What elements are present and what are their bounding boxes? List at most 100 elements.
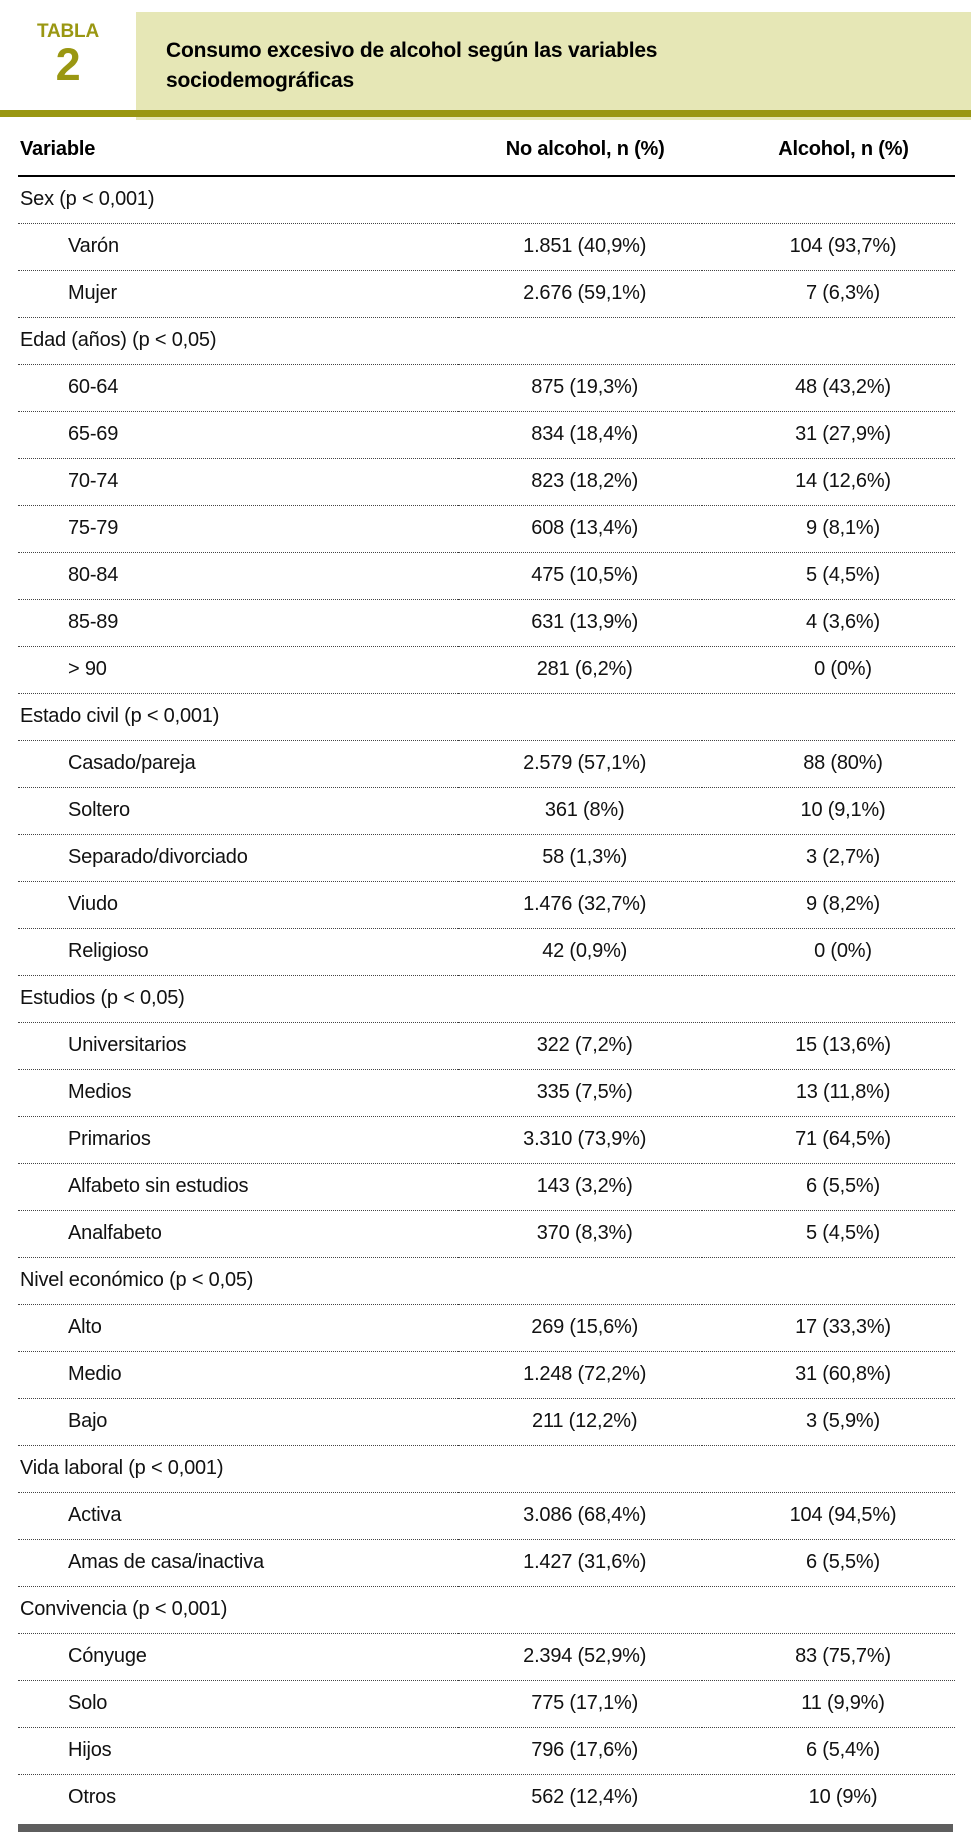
- alcohol-value: 7 (6,3%): [701, 270, 955, 318]
- row-label: Religioso: [18, 928, 459, 976]
- table-row: > 90 281 (6,2%) 0 (0%): [18, 646, 955, 694]
- accent-rule: [0, 110, 971, 117]
- row-label: Otros: [68, 1786, 116, 1809]
- section-header: Estado civil (p < 0,001): [18, 693, 955, 741]
- row-label: 60-64: [18, 364, 459, 412]
- title-band: Consumo excesivo de alcohol según las va…: [136, 12, 971, 120]
- table-row: Alto 269 (15,6%) 17 (33,3%): [18, 1304, 955, 1352]
- alcohol-value: 14 (12,6%): [701, 458, 955, 506]
- row-label: Separado/divorciado: [18, 834, 459, 882]
- row-label: Primarios: [18, 1116, 459, 1164]
- table-row: Solo 775 (17,1%) 11 (9,9%): [18, 1680, 955, 1728]
- no-alcohol-value: 58 (1,3%): [458, 834, 702, 882]
- row-label: > 90: [18, 646, 459, 694]
- no-alcohol-value: 1.851 (40,9%): [458, 223, 702, 271]
- alcohol-value: 13 (11,8%): [701, 1069, 955, 1117]
- row-label: Cónyuge: [18, 1633, 459, 1681]
- no-alcohol-value: 1.248 (72,2%): [458, 1351, 702, 1399]
- table-row: Amas de casa/inactiva 1.427 (31,6%) 6 (5…: [18, 1539, 955, 1587]
- section-header: Vida laboral (p < 0,001): [18, 1445, 955, 1493]
- no-alcohol-value: 361 (8%): [458, 787, 702, 835]
- figure-header: TABLA 2 Consumo excesivo de alcohol segú…: [0, 0, 971, 126]
- no-alcohol-value: 3.086 (68,4%): [458, 1492, 702, 1540]
- row-label: Alfabeto sin estudios: [18, 1163, 459, 1211]
- figure-title: Consumo excesivo de alcohol según las va…: [166, 38, 658, 92]
- no-alcohol-value: 143 (3,2%): [458, 1163, 702, 1211]
- table-row: 80-84 475 (10,5%) 5 (4,5%): [18, 552, 955, 600]
- table-row: Otros 562 (12,4%) 10 (9%): [18, 1774, 955, 1821]
- table-row: Hijos 796 (17,6%) 6 (5,4%): [18, 1727, 955, 1775]
- alcohol-value: 104 (93,7%): [701, 223, 955, 271]
- section-header: Nivel económico (p < 0,05): [18, 1257, 955, 1305]
- no-alcohol-value: 2.394 (52,9%): [458, 1633, 702, 1681]
- col-header-alcohol: Alcohol, n (%): [701, 126, 955, 177]
- no-alcohol-value: 608 (13,4%): [458, 505, 702, 553]
- table-row: Religioso 42 (0,9%) 0 (0%): [18, 928, 955, 976]
- no-alcohol-value: 823 (18,2%): [458, 458, 702, 506]
- row-label: Activa: [18, 1492, 459, 1540]
- row-label: Medios: [18, 1069, 459, 1117]
- row-label: 85-89: [18, 599, 459, 647]
- table-row: 75-79 608 (13,4%) 9 (8,1%): [18, 505, 955, 553]
- no-alcohol-value: 322 (7,2%): [458, 1022, 702, 1070]
- section-header-row: Edad (años) (p < 0,05): [18, 317, 955, 365]
- badge-number: 2: [55, 39, 81, 90]
- row-label: Amas de casa/inactiva: [18, 1539, 459, 1587]
- alcohol-value: 11 (9,9%): [701, 1680, 955, 1728]
- table-row: Universitarios 322 (7,2%) 15 (13,6%): [18, 1022, 955, 1070]
- table-row: 65-69 834 (18,4%) 31 (27,9%): [18, 411, 955, 459]
- alcohol-value: 10 (9%): [808, 1786, 878, 1809]
- row-label: Universitarios: [18, 1022, 459, 1070]
- row-label: Viudo: [18, 881, 459, 929]
- alcohol-value: 5 (4,5%): [701, 1210, 955, 1258]
- alcohol-value: 31 (60,8%): [701, 1351, 955, 1399]
- no-alcohol-value: 370 (8,3%): [458, 1210, 702, 1258]
- section-header-row: Estudios (p < 0,05): [18, 975, 955, 1023]
- alcohol-value: 104 (94,5%): [701, 1492, 955, 1540]
- no-alcohol-value: 42 (0,9%): [458, 928, 702, 976]
- no-alcohol-value: 875 (19,3%): [458, 364, 702, 412]
- alcohol-value: 0 (0%): [701, 928, 955, 976]
- no-alcohol-value: 475 (10,5%): [458, 552, 702, 600]
- table-row: Bajo 211 (12,2%) 3 (5,9%): [18, 1398, 955, 1446]
- table-row: Alfabeto sin estudios 143 (3,2%) 6 (5,5%…: [18, 1163, 955, 1211]
- row-label: Alto: [18, 1304, 459, 1352]
- badge-label: TABLA: [37, 21, 99, 42]
- row-label: 65-69: [18, 411, 459, 459]
- table-row: Cónyuge 2.394 (52,9%) 83 (75,7%): [18, 1633, 955, 1681]
- no-alcohol-value: 3.310 (73,9%): [458, 1116, 702, 1164]
- alcohol-value: 88 (80%): [701, 740, 955, 788]
- bottom-bar: [18, 1824, 953, 1832]
- row-label: 75-79: [18, 505, 459, 553]
- table-body: Sex (p < 0,001) Varón 1.851 (40,9%) 104 …: [18, 176, 955, 1821]
- table-row: 70-74 823 (18,2%) 14 (12,6%): [18, 458, 955, 506]
- alcohol-value: 4 (3,6%): [701, 599, 955, 647]
- section-header: Convivencia (p < 0,001): [18, 1586, 955, 1634]
- row-label: 80-84: [18, 552, 459, 600]
- no-alcohol-value: 834 (18,4%): [458, 411, 702, 459]
- alcohol-value: 15 (13,6%): [701, 1022, 955, 1070]
- alcohol-value: 6 (5,5%): [701, 1163, 955, 1211]
- table-head: Variable No alcohol, n (%) Alcohol, n (%…: [18, 126, 955, 177]
- row-label: Casado/pareja: [18, 740, 459, 788]
- alcohol-value: 83 (75,7%): [701, 1633, 955, 1681]
- section-header: Sex (p < 0,001): [18, 176, 955, 224]
- row-label: Solo: [18, 1680, 459, 1728]
- table-row: Analfabeto 370 (8,3%) 5 (4,5%): [18, 1210, 955, 1258]
- col-header-no-alcohol: No alcohol, n (%): [458, 126, 702, 177]
- table-badge: TABLA 2: [26, 22, 110, 87]
- col-header-variable: Variable: [18, 126, 459, 177]
- no-alcohol-value: 775 (17,1%): [458, 1680, 702, 1728]
- alcohol-value: 31 (27,9%): [701, 411, 955, 459]
- no-alcohol-value: 1.476 (32,7%): [458, 881, 702, 929]
- alcohol-value: 6 (5,5%): [701, 1539, 955, 1587]
- alcohol-value: 3 (2,7%): [701, 834, 955, 882]
- no-alcohol-value: 211 (12,2%): [458, 1398, 702, 1446]
- row-label: Mujer: [18, 270, 459, 318]
- table-row: Mujer 2.676 (59,1%) 7 (6,3%): [18, 270, 955, 318]
- row-label: Bajo: [18, 1398, 459, 1446]
- table-row: Varón 1.851 (40,9%) 104 (93,7%): [18, 223, 955, 271]
- table-row: 85-89 631 (13,9%) 4 (3,6%): [18, 599, 955, 647]
- alcohol-value: 5 (4,5%): [701, 552, 955, 600]
